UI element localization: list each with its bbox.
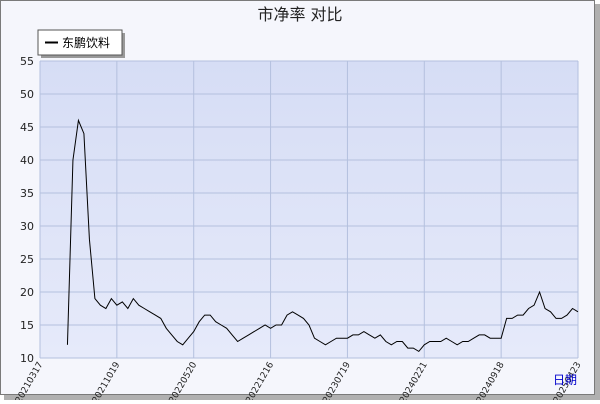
y-tick-label: 45	[20, 121, 34, 134]
plot-area	[40, 61, 578, 358]
legend-label: 东鹏饮料	[62, 36, 110, 50]
shadow	[4, 395, 595, 400]
y-tick-label: 35	[20, 187, 34, 200]
y-tick-label: 55	[20, 55, 34, 68]
y-tick-label: 50	[20, 88, 34, 101]
grid	[39, 60, 579, 359]
y-tick-label: 30	[20, 220, 34, 233]
y-tick-label: 10	[20, 352, 34, 365]
y-tick-label: 25	[20, 253, 34, 266]
lines	[66, 118, 579, 353]
y-tick-label: 40	[20, 154, 34, 167]
shadow	[595, 4, 600, 400]
y-tick-label: 15	[20, 319, 34, 332]
y-tick-label: 20	[20, 286, 34, 299]
chart-title: 市净率 对比	[257, 5, 342, 24]
series-line	[66, 118, 579, 353]
x-axis-label: 日期	[553, 373, 577, 387]
